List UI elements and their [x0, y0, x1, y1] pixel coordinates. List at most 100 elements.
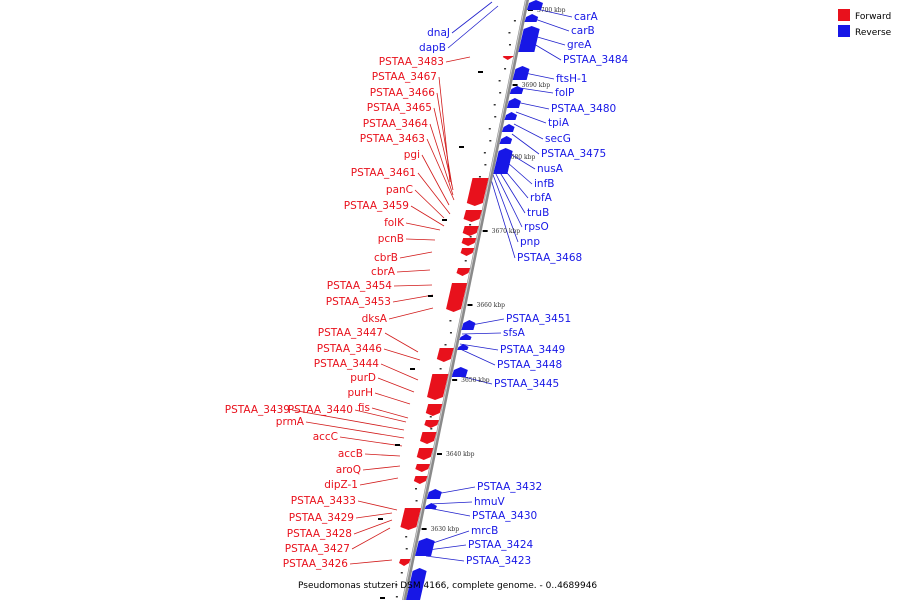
- reverse-gene-label[interactable]: PSTAA_3445: [494, 378, 559, 390]
- reverse-gene-label[interactable]: hmuV: [474, 496, 506, 508]
- forward-leader-line: [438, 76, 451, 183]
- feature-dot: [483, 152, 486, 154]
- feature-dot: [395, 584, 398, 586]
- forward-gene-label[interactable]: PSTAA_3463: [360, 133, 425, 145]
- forward-gene-label[interactable]: accB: [338, 448, 363, 460]
- reverse-gene-label[interactable]: PSTAA_3480: [551, 103, 616, 115]
- feature-dot: [395, 596, 398, 598]
- reverse-gene-label[interactable]: PSTAA_3424: [468, 539, 534, 551]
- forward-gene-label[interactable]: PSTAA_3429: [289, 512, 354, 524]
- forward-gene-label[interactable]: purH: [347, 387, 373, 399]
- reverse-gene-label[interactable]: PSTAA_3449: [500, 344, 565, 356]
- genome-axis-highlight: [402, 0, 527, 600]
- reverse-gene-label[interactable]: dapB: [419, 42, 446, 54]
- forward-gene-label[interactable]: dksA: [362, 313, 388, 325]
- reverse-gene-label[interactable]: PSTAA_3484: [563, 54, 629, 66]
- reverse-gene-label[interactable]: folP: [555, 87, 574, 99]
- forward-gene-label[interactable]: PSTAA_3459: [344, 200, 409, 212]
- reverse-gene: [424, 503, 437, 509]
- forward-gene-label[interactable]: PSTAA_3453: [326, 296, 391, 308]
- reverse-gene-label[interactable]: ftsH-1: [556, 73, 587, 85]
- reverse-gene-label[interactable]: sfsA: [503, 327, 526, 339]
- kbp-tick: [482, 230, 488, 232]
- feature-dot: [444, 344, 447, 346]
- forward-leader-line: [433, 107, 454, 191]
- reverse-gene: [457, 344, 469, 350]
- reverse-gene-label[interactable]: infB: [534, 178, 554, 190]
- reverse-gene-label[interactable]: PSTAA_3475: [541, 148, 606, 160]
- reverse-gene-label[interactable]: mrcB: [471, 525, 498, 537]
- forward-gene-label[interactable]: PSTAA_3433: [291, 495, 356, 507]
- forward-gene-label[interactable]: PSTAA_3465: [367, 102, 432, 114]
- forward-gene-label[interactable]: cbrA: [371, 266, 396, 278]
- forward-gene-label[interactable]: pgi: [404, 149, 420, 161]
- reverse-leader-line: [533, 35, 566, 46]
- forward-gene-label[interactable]: aroQ: [336, 464, 361, 476]
- feature-dot: [405, 548, 408, 550]
- forward-leader-line: [291, 409, 405, 431]
- reverse-gene-label[interactable]: tpiA: [548, 117, 570, 129]
- forward-gene-label[interactable]: PSTAA_3447: [318, 327, 383, 339]
- forward-leader-line: [417, 172, 451, 215]
- forward-gene: [427, 374, 449, 400]
- feature-dot: [415, 500, 418, 502]
- reverse-gene: [451, 367, 468, 377]
- reverse-gene-label[interactable]: truB: [527, 207, 549, 219]
- forward-gene-label[interactable]: PSTAA_3464: [363, 118, 429, 130]
- forward-leader-line: [374, 392, 411, 405]
- reverse-gene: [509, 86, 524, 94]
- forward-gene-label[interactable]: PSTAA_3467: [372, 71, 437, 83]
- forward-gene: [400, 508, 421, 530]
- feature-mark: [380, 597, 385, 599]
- reverse-gene-label[interactable]: PSTAA_3423: [466, 555, 531, 567]
- reverse-gene: [518, 26, 540, 52]
- forward-gene-label[interactable]: PSTAA_3454: [327, 280, 393, 292]
- forward-gene: [420, 432, 437, 444]
- forward-gene-label[interactable]: PSTAA_3483: [379, 56, 444, 68]
- forward-leader-line: [377, 377, 415, 393]
- reverse-gene-label[interactable]: PSTAA_3451: [506, 313, 571, 325]
- forward-gene-label[interactable]: PSTAA_3428: [287, 528, 352, 540]
- reverse-gene-label[interactable]: PSTAA_3468: [517, 252, 582, 264]
- reverse-gene-label[interactable]: carB: [571, 25, 595, 37]
- forward-gene-label[interactable]: PSTAA_3439: [225, 404, 290, 416]
- feature-mark: [410, 368, 415, 370]
- forward-gene-label[interactable]: purD: [350, 372, 376, 384]
- reverse-gene-label[interactable]: PSTAA_3432: [477, 481, 542, 493]
- forward-leader-line: [399, 251, 433, 259]
- forward-gene-label[interactable]: PSTAA_3427: [285, 543, 350, 555]
- forward-gene-label[interactable]: PSTAA_3466: [370, 87, 436, 99]
- forward-gene-label[interactable]: pcnB: [378, 233, 404, 245]
- forward-gene-label[interactable]: PSTAA_3461: [351, 167, 416, 179]
- reverse-leader-line: [427, 507, 471, 517]
- forward-gene-label[interactable]: PSTAA_3440: [288, 404, 353, 416]
- reverse-leader-line: [459, 343, 499, 351]
- forward-gene-label[interactable]: PSTAA_3444: [314, 358, 380, 370]
- reverse-gene-label[interactable]: rbfA: [530, 192, 553, 204]
- reverse-gene-label[interactable]: PSTAA_3448: [497, 359, 562, 371]
- reverse-gene-label[interactable]: rpsO: [524, 221, 549, 233]
- reverse-gene-label[interactable]: dnaJ: [427, 27, 450, 39]
- forward-gene-label[interactable]: prmA: [276, 416, 305, 428]
- forward-gene: [446, 283, 468, 312]
- forward-gene-label[interactable]: panC: [386, 184, 413, 196]
- reverse-gene-label[interactable]: pnp: [520, 236, 540, 248]
- feature-dot: [513, 20, 516, 22]
- forward-gene-label[interactable]: accC: [313, 431, 338, 443]
- forward-gene-label[interactable]: folK: [384, 217, 405, 229]
- reverse-gene-label[interactable]: nusA: [537, 163, 564, 175]
- reverse-leader-line: [511, 133, 540, 155]
- forward-gene-label[interactable]: fis: [358, 402, 370, 414]
- forward-gene-label[interactable]: cbrB: [374, 252, 398, 264]
- forward-leader-line: [359, 477, 399, 486]
- kbp-tick: [421, 528, 427, 530]
- feature-mark: [442, 219, 447, 221]
- reverse-gene-label[interactable]: greA: [567, 39, 592, 51]
- reverse-gene-label[interactable]: PSTAA_3430: [472, 510, 537, 522]
- reverse-gene-label[interactable]: secG: [545, 133, 571, 145]
- forward-gene-label[interactable]: dipZ-1: [324, 479, 358, 491]
- reverse-gene-label[interactable]: carA: [574, 11, 599, 23]
- reverse-leader-line: [513, 123, 544, 140]
- forward-gene-label[interactable]: PSTAA_3446: [317, 343, 383, 355]
- forward-gene-label[interactable]: PSTAA_3426: [283, 558, 349, 570]
